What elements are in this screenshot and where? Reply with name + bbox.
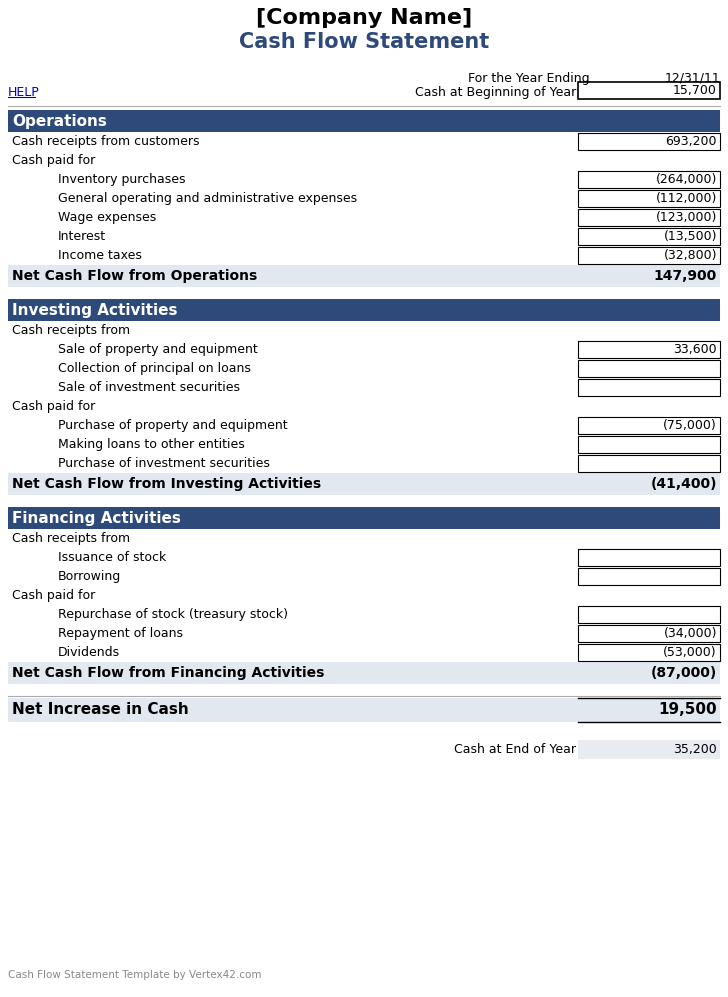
Text: Net Cash Flow from Investing Activities: Net Cash Flow from Investing Activities [12, 477, 321, 491]
Text: Purchase of property and equipment: Purchase of property and equipment [58, 419, 288, 432]
Text: Net Increase in Cash: Net Increase in Cash [12, 702, 189, 717]
Text: 15,700: 15,700 [673, 84, 717, 97]
Text: Wage expenses: Wage expenses [58, 211, 157, 224]
Bar [578, 568, 720, 585]
Bar [578, 417, 720, 434]
Text: (41,400): (41,400) [651, 477, 717, 491]
Text: (87,000): (87,000) [651, 666, 717, 680]
Bar [578, 82, 720, 99]
Bar [578, 190, 720, 207]
Bar [578, 436, 720, 453]
Text: Cash paid for: Cash paid for [12, 400, 95, 413]
Text: Sale of property and equipment: Sale of property and equipment [58, 343, 258, 356]
Bar [578, 549, 720, 566]
Text: (53,000): (53,000) [663, 646, 717, 659]
Bar [578, 740, 720, 759]
Text: General operating and administrative expenses: General operating and administrative exp… [58, 192, 357, 205]
Bar [578, 171, 720, 188]
Text: 33,600: 33,600 [673, 343, 717, 356]
Text: Cash paid for: Cash paid for [12, 154, 95, 167]
Text: Cash at End of Year: Cash at End of Year [454, 743, 576, 756]
Text: Cash receipts from: Cash receipts from [12, 532, 130, 545]
Text: [Company Name]: [Company Name] [256, 8, 472, 28]
Text: Sale of investment securities: Sale of investment securities [58, 381, 240, 394]
Bar [578, 625, 720, 642]
Text: Issuance of stock: Issuance of stock [58, 551, 166, 564]
Text: For the Year Ending: For the Year Ending [468, 72, 590, 85]
Text: Making loans to other entities: Making loans to other entities [58, 438, 245, 451]
Text: Cash receipts from: Cash receipts from [12, 324, 130, 337]
Text: Net Cash Flow from Operations: Net Cash Flow from Operations [12, 269, 257, 283]
Bar [578, 133, 720, 150]
Bar [8, 110, 720, 132]
Text: Operations: Operations [12, 114, 107, 129]
Text: 12/31/11: 12/31/11 [664, 72, 720, 85]
Bar [578, 379, 720, 396]
Bar [578, 209, 720, 226]
Text: 19,500: 19,500 [658, 702, 717, 717]
Text: 35,200: 35,200 [673, 743, 717, 756]
Bar [8, 299, 720, 321]
Bar [578, 360, 720, 377]
Text: Borrowing: Borrowing [58, 570, 122, 583]
Text: (123,000): (123,000) [656, 211, 717, 224]
Text: Repayment of loans: Repayment of loans [58, 627, 183, 640]
Bar [578, 455, 720, 472]
Bar [578, 606, 720, 623]
Bar [8, 473, 720, 495]
Bar [578, 740, 720, 759]
Text: Financing Activities: Financing Activities [12, 511, 181, 526]
Bar [8, 507, 720, 529]
Text: Cash Flow Statement Template by Vertex42.com: Cash Flow Statement Template by Vertex42… [8, 970, 261, 980]
Text: Investing Activities: Investing Activities [12, 303, 178, 318]
Text: (75,000): (75,000) [663, 419, 717, 432]
Text: 147,900: 147,900 [654, 269, 717, 283]
Bar [8, 265, 720, 287]
Text: Cash paid for: Cash paid for [12, 589, 95, 602]
Text: Repurchase of stock (treasury stock): Repurchase of stock (treasury stock) [58, 608, 288, 621]
Text: Inventory purchases: Inventory purchases [58, 173, 186, 186]
Text: HELP: HELP [8, 86, 40, 99]
Text: (32,800): (32,800) [663, 249, 717, 262]
Bar [578, 247, 720, 264]
Text: Collection of principal on loans: Collection of principal on loans [58, 362, 251, 375]
Text: Cash Flow Statement: Cash Flow Statement [239, 32, 489, 52]
Text: Dividends: Dividends [58, 646, 120, 659]
Text: Interest: Interest [58, 230, 106, 243]
Text: (34,000): (34,000) [663, 627, 717, 640]
Text: Purchase of investment securities: Purchase of investment securities [58, 457, 270, 470]
Text: Net Cash Flow from Financing Activities: Net Cash Flow from Financing Activities [12, 666, 325, 680]
Text: (264,000): (264,000) [656, 173, 717, 186]
Text: Cash receipts from customers: Cash receipts from customers [12, 135, 199, 148]
Bar [578, 644, 720, 661]
Text: (13,500): (13,500) [663, 230, 717, 243]
Text: Cash at Beginning of Year: Cash at Beginning of Year [415, 86, 576, 99]
Bar [578, 341, 720, 358]
Text: Income taxes: Income taxes [58, 249, 142, 262]
Text: (112,000): (112,000) [656, 192, 717, 205]
Bar [8, 662, 720, 684]
Bar [578, 228, 720, 245]
Bar [8, 698, 720, 722]
Text: 693,200: 693,200 [665, 135, 717, 148]
